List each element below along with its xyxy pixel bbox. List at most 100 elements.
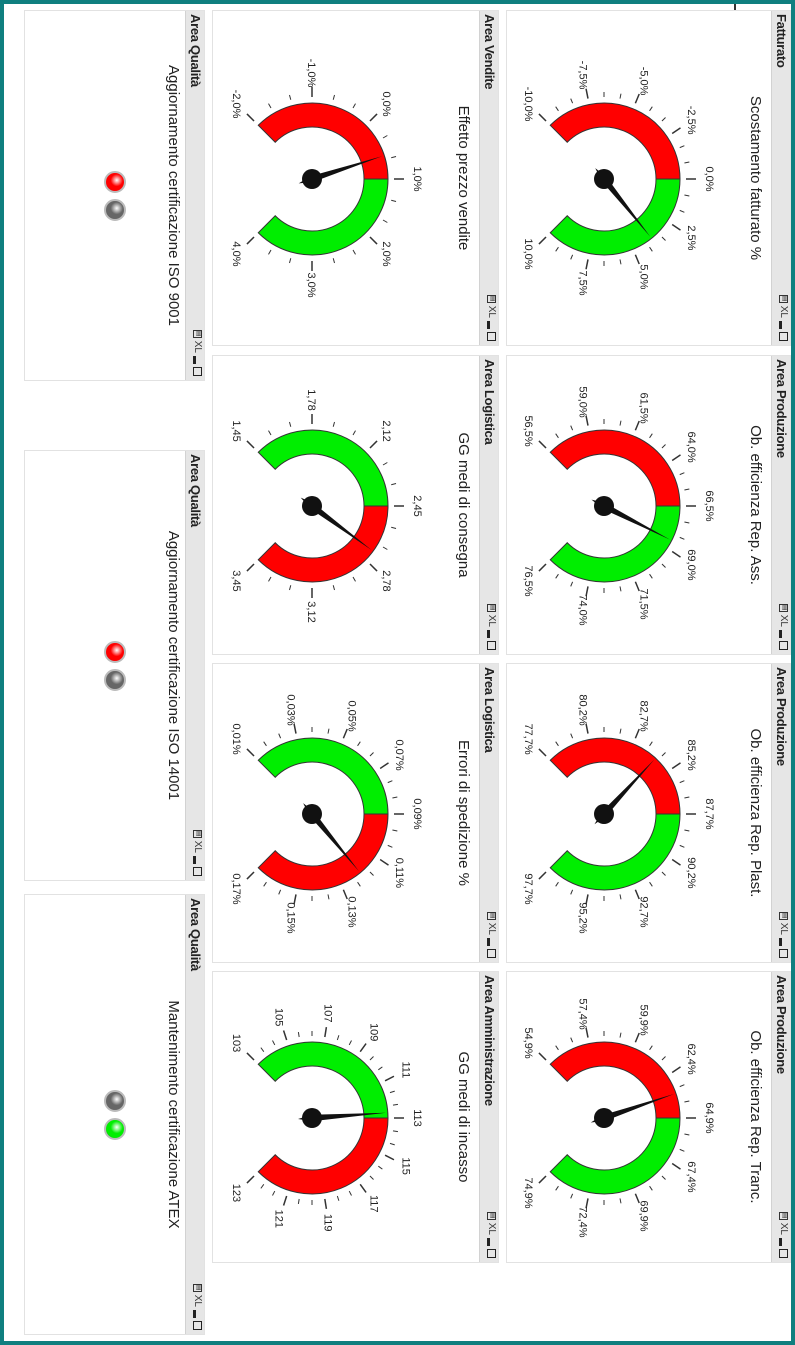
gauge-major-tick xyxy=(671,223,681,231)
maximize-icon[interactable] xyxy=(487,949,496,958)
gauge-band-right xyxy=(257,813,389,891)
minimize-icon[interactable] xyxy=(193,856,197,864)
maximize-icon[interactable] xyxy=(193,367,202,376)
gauge-minor-tick xyxy=(332,94,336,100)
minimize-icon[interactable] xyxy=(193,356,197,364)
gauge-tick-label: 95,2% xyxy=(576,902,588,933)
gauge-tick-label: 0,07% xyxy=(393,740,405,771)
export-icon[interactable]: ▤ xyxy=(487,603,496,612)
xl-button[interactable]: XL xyxy=(778,614,789,627)
gauge-minor-tick xyxy=(679,844,685,848)
export-icon[interactable]: ▤ xyxy=(487,911,496,920)
minimize-icon[interactable] xyxy=(487,321,491,329)
gauge-minor-tick xyxy=(649,106,653,112)
gauge-minor-tick xyxy=(570,98,574,104)
gauge-minor-tick xyxy=(392,796,398,799)
export-icon[interactable]: ▤ xyxy=(779,1211,788,1220)
gauge-major-tick xyxy=(369,236,378,245)
gauge-tick-label: 56,5% xyxy=(522,415,534,446)
xl-button[interactable]: XL xyxy=(778,922,789,935)
export-icon[interactable]: ▤ xyxy=(779,911,788,920)
xl-button[interactable]: XL xyxy=(486,614,497,627)
xl-button[interactable]: XL xyxy=(486,922,497,935)
gauge-tick-label: 4,0% xyxy=(230,241,242,266)
gauge-minor-tick xyxy=(352,103,356,109)
export-icon[interactable]: ▤ xyxy=(193,1283,202,1292)
maximize-icon[interactable] xyxy=(487,1249,496,1258)
gauge-minor-tick xyxy=(263,741,267,747)
xl-button[interactable]: XL xyxy=(486,1222,497,1235)
minimize-icon[interactable] xyxy=(487,938,491,946)
gauge-tick-label: 74,0% xyxy=(576,594,588,625)
xl-button[interactable]: XL xyxy=(778,1222,789,1235)
panel-area-title: Fatturato xyxy=(774,14,789,68)
xl-button[interactable]: XL xyxy=(778,305,789,318)
gauge-minor-tick xyxy=(391,482,397,486)
gauge-tick-label: 5,0% xyxy=(638,264,650,289)
gauge-hub xyxy=(302,496,322,516)
export-icon[interactable]: ▤ xyxy=(487,1211,496,1220)
minimize-icon[interactable] xyxy=(193,1310,197,1318)
gauge-minor-tick xyxy=(555,881,559,887)
panel-area-title: Area Qualità xyxy=(188,14,203,87)
xl-button[interactable]: XL xyxy=(192,1294,203,1307)
gauge-tick-label: 113 xyxy=(411,1109,423,1127)
gauge-major-tick xyxy=(671,454,681,462)
gauge-band-right xyxy=(549,178,681,256)
gauge-minor-tick xyxy=(382,546,388,550)
gauge-minor-tick xyxy=(570,581,574,587)
minimize-icon[interactable] xyxy=(779,938,783,946)
minimize-icon[interactable] xyxy=(487,630,491,638)
status-light-green xyxy=(104,1117,126,1140)
gauge-minor-tick xyxy=(679,472,685,476)
export-icon[interactable]: ▤ xyxy=(193,829,202,838)
gauge-tick-label: 64,0% xyxy=(685,432,697,463)
gauge-tick-label: 61,5% xyxy=(638,392,650,423)
gauge-svg: -2,0% -1,0% 0,0% 1,0% 2,0% 3,0% 4,0% xyxy=(230,59,423,298)
gauge-major-tick xyxy=(538,1052,547,1061)
maximize-icon[interactable] xyxy=(779,641,788,650)
gauge-major-tick xyxy=(359,1043,367,1053)
gauge-major-tick xyxy=(671,858,681,866)
gauge-tick-label: -7,5% xyxy=(576,61,588,90)
gauge-band-right xyxy=(549,505,681,583)
xl-button[interactable]: XL xyxy=(486,305,497,318)
gauge-major-tick xyxy=(585,586,589,597)
export-icon[interactable]: ▤ xyxy=(487,294,496,303)
maximize-icon[interactable] xyxy=(193,1321,202,1330)
maximize-icon[interactable] xyxy=(193,867,202,876)
gauge-tick-label: -2,0% xyxy=(230,90,242,119)
gauge-major-tick xyxy=(359,1183,367,1193)
gauge-minor-tick xyxy=(387,844,393,848)
gauge-minor-tick xyxy=(288,258,292,264)
gauge-minor-tick xyxy=(684,1133,690,1136)
gauge-tick-label: 71,5% xyxy=(638,588,650,619)
gauge-tick-label: 0,0% xyxy=(703,166,715,191)
minimize-icon[interactable] xyxy=(487,1238,491,1246)
maximize-icon[interactable] xyxy=(779,332,788,341)
xl-button[interactable]: XL xyxy=(192,340,203,353)
maximize-icon[interactable] xyxy=(487,332,496,341)
export-icon[interactable]: ▤ xyxy=(779,294,788,303)
gauge-minor-tick xyxy=(332,585,336,591)
maximize-icon[interactable] xyxy=(779,1249,788,1258)
gauge-major-tick xyxy=(282,1195,288,1206)
maximize-icon[interactable] xyxy=(779,949,788,958)
xl-button[interactable]: XL xyxy=(192,840,203,853)
maximize-icon[interactable] xyxy=(487,641,496,650)
gauge-minor-tick xyxy=(382,462,388,466)
gauge-minor-tick xyxy=(392,1103,399,1106)
minimize-icon[interactable] xyxy=(779,630,783,638)
gauge-minor-tick xyxy=(378,1165,383,1170)
gauge-tick-label: 72,4% xyxy=(576,1206,588,1237)
minimize-icon[interactable] xyxy=(779,321,783,329)
panel-controls: ▤ XL xyxy=(486,603,497,650)
minimize-icon[interactable] xyxy=(779,1238,783,1246)
panel-area-title: Area Logistica xyxy=(482,359,497,445)
gauge-tick-label: 3,0% xyxy=(305,272,317,297)
export-icon[interactable]: ▤ xyxy=(779,603,788,612)
gauge-panel: Area Vendite ▤ XL Effetto prezzo vendite -2,… xyxy=(212,10,499,346)
gauge-minor-tick xyxy=(391,199,397,203)
export-icon[interactable]: ▤ xyxy=(193,329,202,338)
